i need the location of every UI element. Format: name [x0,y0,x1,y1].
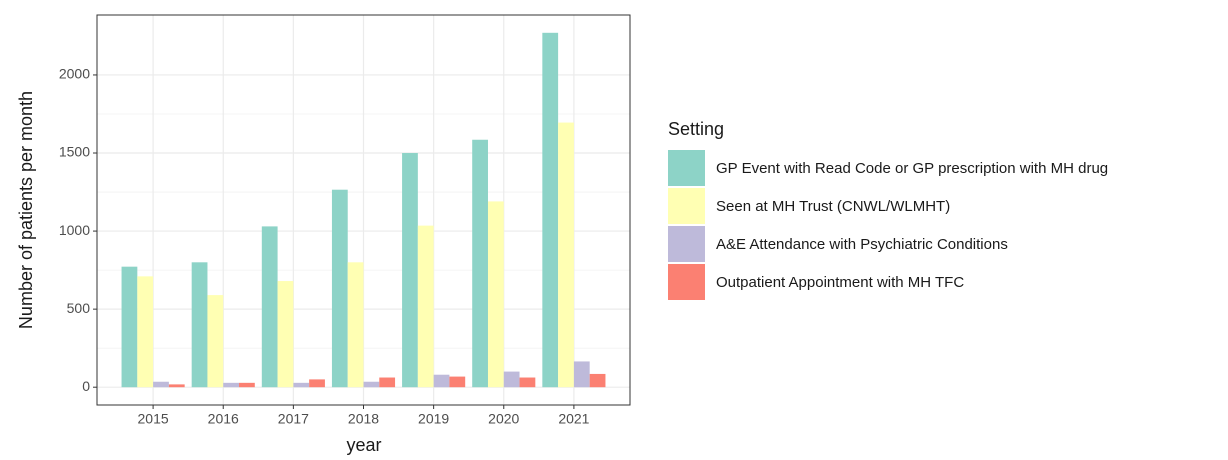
bar [223,382,240,388]
bar [347,262,364,388]
bar [207,295,224,388]
legend-label: Outpatient Appointment with MH TFC [716,274,964,291]
legend-key [668,264,705,300]
bar [331,189,348,388]
bar [472,139,488,388]
y-tick-label: 500 [67,300,91,316]
y-tick-label: 1500 [59,144,90,160]
legend-key [668,226,705,262]
bar [558,122,574,388]
legend-label: Seen at MH Trust (CNWL/WLMHT) [716,198,950,215]
bar [239,382,255,388]
bar [309,379,325,388]
bar [191,262,208,388]
bar [542,32,559,388]
x-tick-label: 2016 [208,411,239,427]
legend-key [668,188,705,224]
y-axis-label: Number of patients per month [16,91,36,329]
bar [261,226,278,388]
bar [417,225,434,388]
bar [363,381,380,388]
legend-key [668,150,705,186]
bar [379,377,396,388]
x-tick-label: 2020 [488,411,519,427]
bar [487,201,504,388]
panel-border [96,14,631,406]
y-tick-label: 1000 [59,222,90,238]
bar [277,281,294,388]
bar [503,371,520,388]
bar [121,266,138,388]
legend-label: GP Event with Read Code or GP prescripti… [716,160,1108,177]
bar [402,153,418,388]
x-tick-label: 2019 [418,411,449,427]
y-tick-label: 0 [82,378,90,394]
bar [449,376,466,388]
bar [293,382,310,388]
bar [137,276,154,388]
x-tick-label: 2015 [138,411,169,427]
bar [433,374,450,388]
legend-title: Setting [668,119,724,139]
legend-label: A&E Attendance with Psychiatric Conditio… [716,236,1008,253]
bar [589,373,606,388]
bar [168,384,185,388]
x-tick-label: 2018 [348,411,379,427]
y-tick-label: 2000 [59,66,90,82]
bar [153,381,169,388]
bar [573,361,590,388]
x-axis-label: year [346,435,381,455]
x-tick-label: 2017 [278,411,309,427]
x-tick-label: 2021 [558,411,589,427]
bar [519,377,536,388]
